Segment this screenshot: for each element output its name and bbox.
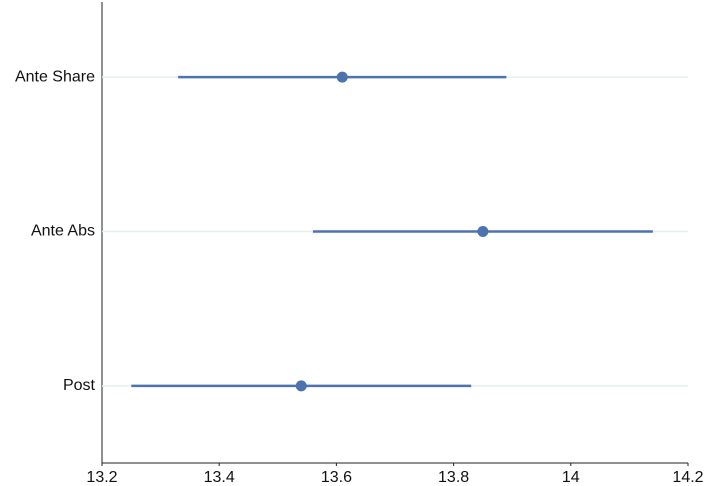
y-tick-label: Ante Share — [15, 68, 95, 85]
y-tick-label: Ante Abs — [31, 223, 95, 240]
x-tick-label: 14 — [562, 469, 580, 486]
x-tick-label: 13.6 — [321, 469, 352, 486]
x-tick-label: 13.4 — [204, 469, 235, 486]
point — [295, 380, 307, 392]
y-tick-label: Post — [63, 377, 96, 394]
point — [477, 226, 489, 237]
x-tick-label: 13.2 — [86, 469, 117, 486]
x-tick-label: 13.8 — [438, 469, 469, 486]
x-tick-label: 14.2 — [672, 469, 703, 486]
point — [336, 71, 348, 83]
